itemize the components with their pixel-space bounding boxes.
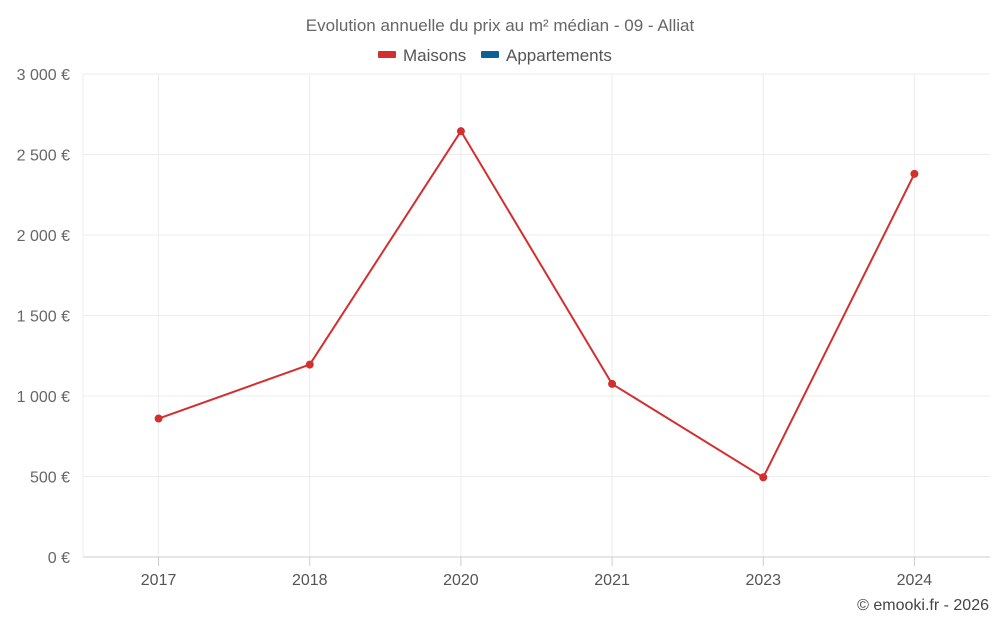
credit-text: © emooki.fr - 2026 — [857, 597, 989, 614]
x-axis-labels: 2017 2018 2020 2021 2023 2024 — [141, 572, 933, 589]
legend-swatch-appartements — [481, 51, 499, 58]
data-point[interactable] — [910, 169, 919, 178]
legend-label-appartements: Appartements — [506, 46, 612, 65]
data-point[interactable] — [608, 379, 617, 388]
y-axis-labels: 0 € 500 € 1 000 € 1 500 € 2 000 € 2 500 € 3 00… — [17, 67, 70, 567]
legend-swatch-maisons — [378, 51, 396, 58]
x-tick-label: 2021 — [594, 572, 630, 589]
data-point[interactable] — [456, 127, 465, 136]
y-tick-label: 2 500 € — [17, 148, 70, 165]
x-tick-label: 2024 — [897, 572, 933, 589]
y-tick-label: 0 € — [48, 550, 70, 567]
x-tick-label: 2018 — [292, 572, 328, 589]
y-tick-label: 1 500 € — [17, 309, 70, 326]
x-tick-label: 2023 — [745, 572, 781, 589]
x-tick-label: 2020 — [443, 572, 479, 589]
x-tick-label: 2017 — [141, 572, 177, 589]
grid — [82, 73, 990, 557]
legend: Maisons Appartements — [378, 46, 612, 65]
series-line-maisons — [158, 130, 916, 479]
y-tick-label: 1 000 € — [17, 389, 70, 406]
legend-item-maisons[interactable]: Maisons — [378, 46, 466, 65]
series-maisons — [154, 127, 919, 482]
data-point[interactable] — [759, 473, 768, 482]
axes — [83, 556, 990, 566]
y-tick-label: 500 € — [30, 470, 70, 487]
y-tick-label: 2 000 € — [17, 228, 70, 245]
chart-title: Evolution annuelle du prix au m² médian … — [306, 16, 695, 35]
y-tick-label: 3 000 € — [17, 67, 70, 84]
data-point[interactable] — [154, 414, 163, 423]
legend-label-maisons: Maisons — [403, 46, 466, 65]
legend-item-appartements[interactable]: Appartements — [481, 46, 612, 65]
data-point[interactable] — [305, 360, 314, 369]
